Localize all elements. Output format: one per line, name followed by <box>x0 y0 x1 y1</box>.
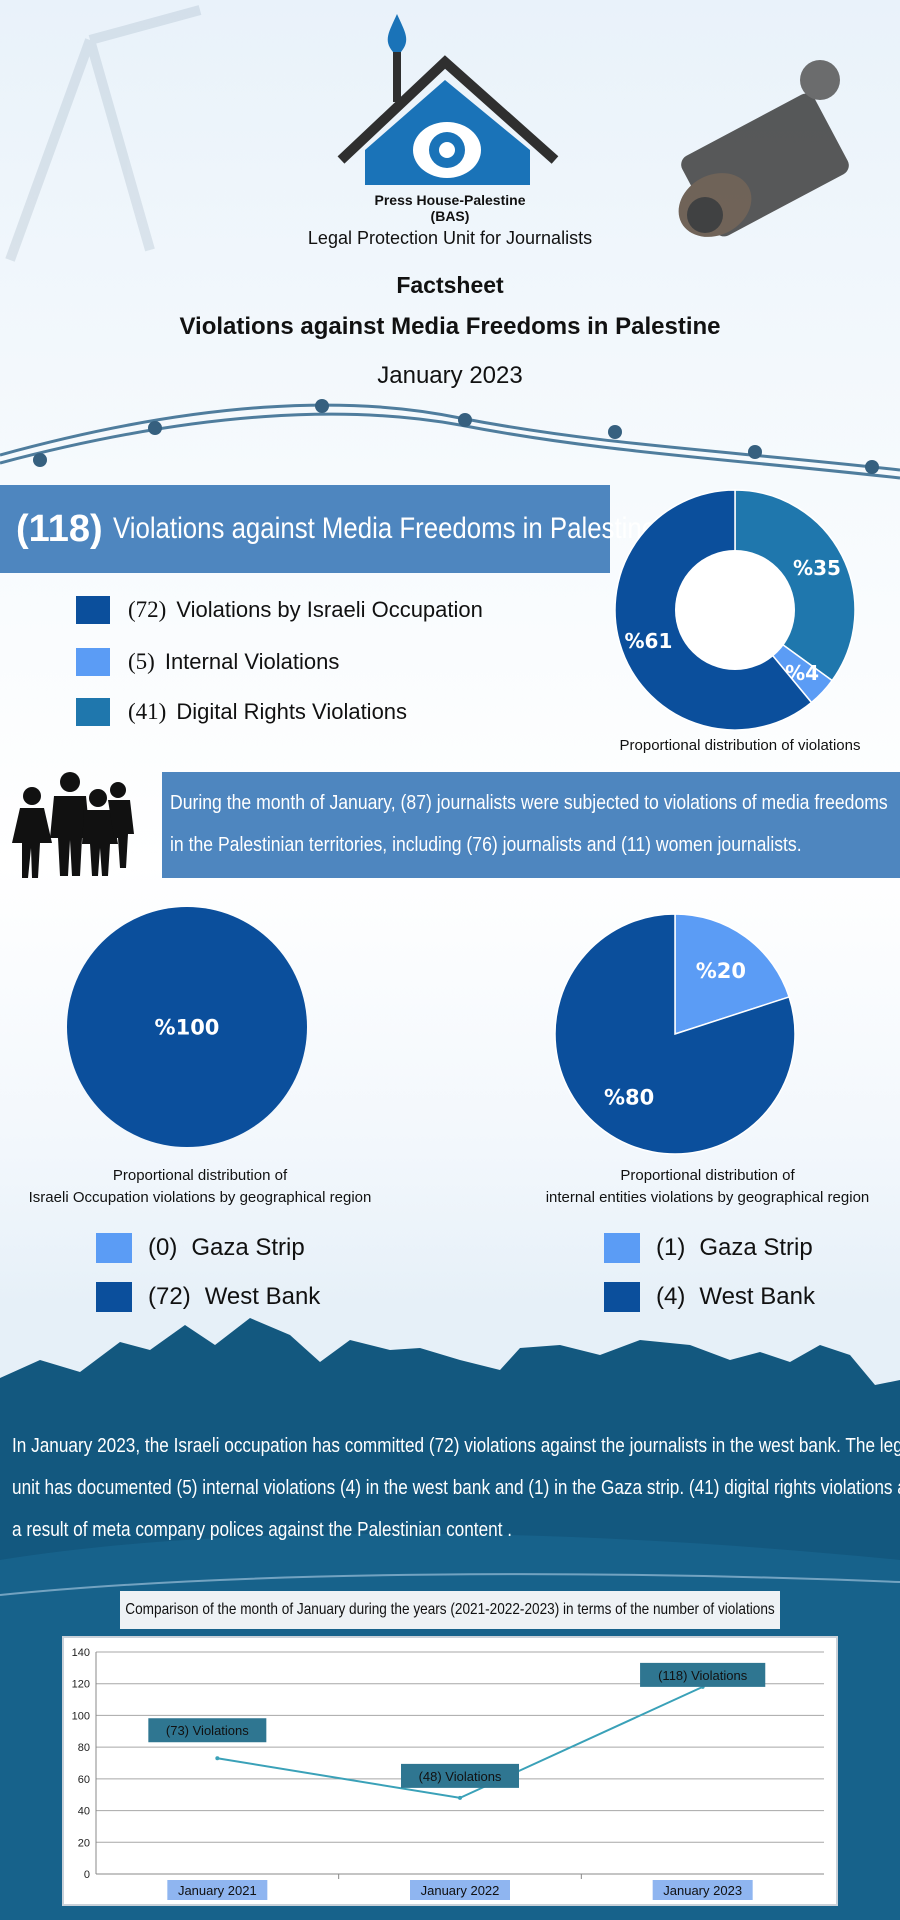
data-point <box>215 1756 220 1761</box>
internal-westbank-legend: (4) West Bank <box>604 1282 815 1312</box>
data-label: (73) Violations <box>166 1723 249 1738</box>
caption-line: Proportional distribution of <box>112 1167 288 1184</box>
legend-item-internal: (5) Internal Violations <box>76 648 339 676</box>
y-tick-label: 0 <box>84 1869 90 1881</box>
comparison-title-text: Comparison of the month of January durin… <box>125 1601 775 1618</box>
people-group-icon <box>12 772 134 878</box>
legend-swatch <box>604 1233 640 1263</box>
line-chart-january-comparison: 0 20 40 60 80 100 120 140 (73) Violations (48) Vi… <box>72 1647 824 1900</box>
legend-label: Digital Rights Violations <box>176 699 408 724</box>
donut-caption: Proportional distribution of violations <box>619 737 861 754</box>
pie-slice <box>67 907 307 1147</box>
journalists-line-2: in the Palestinian territories, includin… <box>170 834 802 856</box>
legend-swatch <box>604 1282 640 1312</box>
y-tick-label: 80 <box>78 1742 90 1754</box>
narrative-paragraph: In January 2023, the Israeli occupation … <box>12 1425 900 1551</box>
internal-gaza-legend: (1) Gaza Strip <box>604 1233 813 1263</box>
page-title: Violations against Media Freedoms in Pal… <box>179 313 721 340</box>
legend-label: Gaza Strip <box>699 1234 813 1261</box>
legend-count: (5) <box>128 649 155 674</box>
report-date: January 2023 <box>377 362 523 389</box>
x-tick-label: January 2021 <box>178 1883 257 1898</box>
legend-label: Violations by Israeli Occupation <box>176 597 483 622</box>
legend-item-digital: (41) Digital Rights Violations <box>76 698 407 726</box>
caption-line: internal entities violations by geograph… <box>545 1189 870 1206</box>
org-name-block: Press House-Palestine (BAS) <box>0 192 900 224</box>
narrative-line-1: In January 2023, the Israeli occupation … <box>12 1435 900 1457</box>
occupation-gaza-legend: (0) Gaza Strip <box>96 1233 305 1263</box>
legend-label: Internal Violations <box>164 649 340 674</box>
legend-label: West Bank <box>699 1283 815 1310</box>
y-tick-label: 100 <box>72 1710 90 1722</box>
x-tick-label: January 2023 <box>663 1883 742 1898</box>
pen-nib-icon <box>387 14 407 52</box>
legend-swatch <box>76 698 110 726</box>
y-tick-label: 140 <box>72 1647 90 1659</box>
pie-occupation-caption: Proportional distribution of Israeli Occ… <box>10 1165 390 1209</box>
legend-count: (41) <box>128 699 167 724</box>
pie-slice <box>734 489 856 682</box>
slice-label: %80 <box>604 1085 654 1109</box>
legend-count: (72) <box>128 597 167 622</box>
pie-chart-occupation-region: %100 <box>67 907 307 1147</box>
pie-slice <box>554 913 796 1155</box>
press-house-logo <box>337 14 559 185</box>
org-name: Press House-Palestine <box>374 192 526 208</box>
y-tick-label: 20 <box>78 1837 90 1849</box>
y-tick-label: 40 <box>78 1806 90 1818</box>
pie-internal-caption: Proportional distribution of internal en… <box>520 1165 895 1209</box>
journalists-line-1: During the month of January, (87) journa… <box>170 792 888 814</box>
slice-label: %35 <box>793 556 841 580</box>
x-tick-label-box <box>410 1880 510 1900</box>
comparison-chart-title: Comparison of the month of January durin… <box>120 1591 780 1629</box>
y-tick-label: 60 <box>78 1774 90 1786</box>
legend-count: (1) <box>656 1234 686 1261</box>
total-violations-banner: (118) Violations against Media Freedoms … <box>0 485 656 573</box>
legend-swatch <box>96 1282 132 1312</box>
caption-line: Proportional distribution of <box>620 1167 795 1184</box>
donut-hole <box>675 550 795 670</box>
slice-label: %20 <box>696 959 746 983</box>
data-label: (48) Violations <box>419 1769 502 1784</box>
org-abbr: (BAS) <box>430 208 470 224</box>
x-tick-label: January 2022 <box>421 1883 500 1898</box>
data-label-box <box>401 1763 519 1788</box>
x-tick-label-box <box>652 1880 753 1900</box>
legend-count: (4) <box>656 1283 686 1310</box>
total-label: Violations against Media Freedoms in Pal… <box>112 512 656 545</box>
total-count: (118) <box>16 507 103 550</box>
pie-slice <box>674 913 791 1036</box>
legend-count: (0) <box>148 1234 178 1261</box>
legend-swatch <box>96 1233 132 1263</box>
narrative-line-2: unit has documented (5) internal violati… <box>12 1477 900 1499</box>
donut-chart-violations: %35%4%61 <box>614 489 856 731</box>
x-tick-label-box <box>167 1880 268 1900</box>
legend-label: West Bank <box>204 1283 321 1310</box>
barbed-wire-knots <box>33 399 879 474</box>
y-tick-label: 120 <box>72 1679 90 1691</box>
caption-line: Israeli Occupation violations by geograp… <box>28 1189 372 1206</box>
journalists-summary: During the month of January, (87) journa… <box>162 772 900 878</box>
slice-label: %100 <box>155 1015 220 1039</box>
data-label-box <box>640 1662 766 1687</box>
barbed-wire-top <box>0 403 900 480</box>
pie-chart-internal-region: %20 %80 <box>554 913 796 1155</box>
slice-label: %61 <box>625 629 673 653</box>
legend-label: Gaza Strip <box>191 1234 305 1261</box>
occupation-westbank-legend: (72) West Bank <box>96 1282 320 1312</box>
data-label-box <box>148 1718 267 1743</box>
legend-swatch <box>76 648 110 676</box>
data-point <box>458 1795 462 1800</box>
legend-item-occupation: (72) Violations by Israeli Occupation <box>76 596 483 624</box>
doc-type: Factsheet <box>396 272 504 298</box>
data-label: (118) Violations <box>658 1668 748 1683</box>
legend-count: (72) <box>148 1283 191 1310</box>
unit-name: Legal Protection Unit for Journalists <box>307 228 593 248</box>
comparison-chart-frame: 0 20 40 60 80 100 120 140 (73) Violations (48) Vi… <box>62 1636 838 1906</box>
narrative-line-3: a result of meta company polices against… <box>12 1519 513 1541</box>
legend-swatch <box>76 596 110 624</box>
